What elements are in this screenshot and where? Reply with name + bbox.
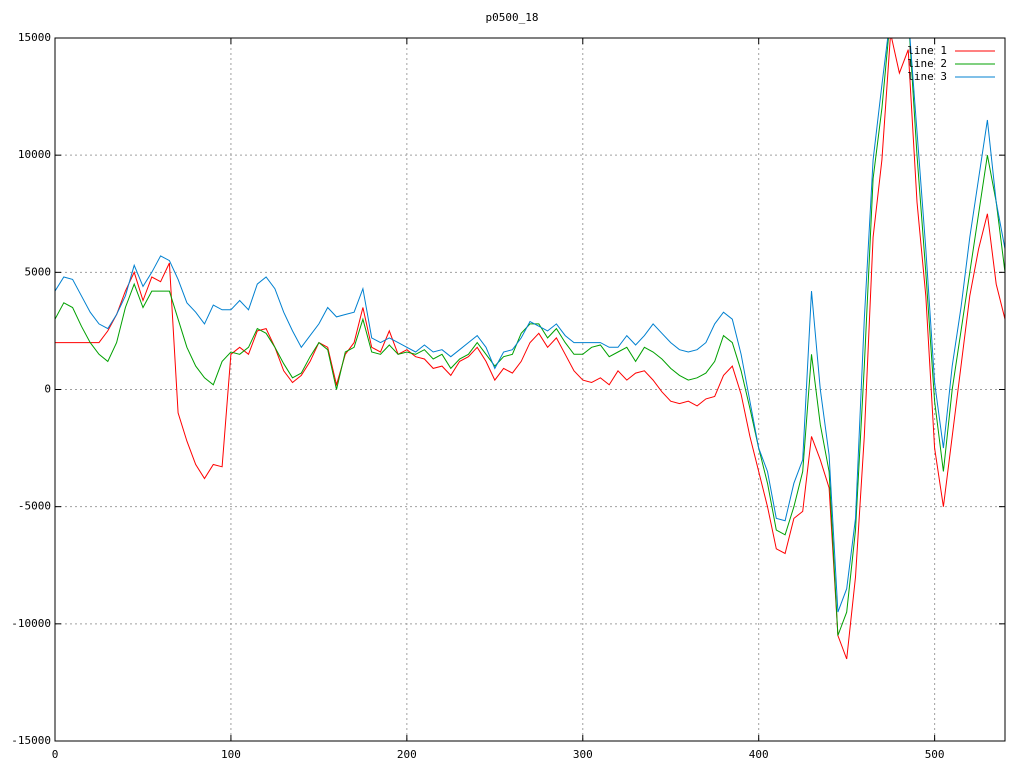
x-tick-label: 200 — [397, 748, 417, 761]
x-tick-label: 100 — [221, 748, 241, 761]
chart-title: p0500_18 — [486, 11, 539, 24]
x-tick-label: 500 — [925, 748, 945, 761]
x-tick-label: 400 — [749, 748, 769, 761]
legend-label: line 1 — [907, 44, 947, 57]
x-tick-label: 300 — [573, 748, 593, 761]
data-line — [55, 38, 1005, 660]
legend-label: line 3 — [907, 70, 947, 83]
plot-area — [55, 38, 1005, 660]
x-tick-label: 0 — [52, 748, 59, 761]
y-tick-label: 15000 — [18, 31, 51, 44]
y-tick-label: -15000 — [11, 734, 51, 747]
y-tick-label: -5000 — [18, 500, 51, 513]
plot-border — [54, 37, 1006, 742]
y-tick-label: 10000 — [18, 148, 51, 161]
y-tick-label: 5000 — [25, 265, 52, 278]
y-tick-label: 0 — [44, 383, 51, 396]
data-line — [55, 38, 1005, 636]
data-line — [55, 38, 1005, 613]
legend-label: line 2 — [907, 57, 947, 70]
y-tick-label: -10000 — [11, 617, 51, 630]
